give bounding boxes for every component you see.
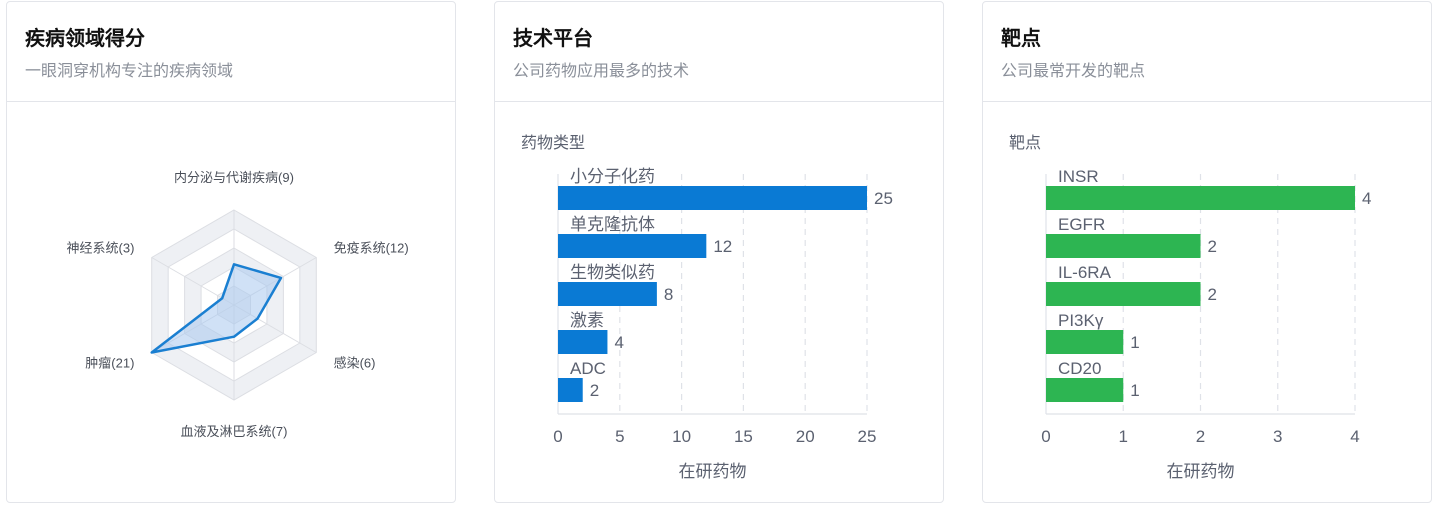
chart-category-label: CD20 [1058,359,1101,378]
radar-axis-line [151,257,235,306]
chart-x-axis-title: 在研药物 [1167,462,1235,481]
chart-data-label: 4 [614,333,623,352]
chart-x-tick-label: 0 [553,427,562,446]
card-subtitle: 公司药物应用最多的技术 [513,63,690,80]
radar-chart-area: 内分泌与代谢疾病(9) 免疫系统(12) 感染(6) 血液及淋巴系统(7) 肿瘤(21)… [7,102,455,502]
chart-x-tick-label: 2 [1196,427,1205,446]
chart-x-tick-label: 1 [1119,427,1128,446]
chart-data-label: 1 [1130,333,1139,352]
chart-category-label: INSR [1058,167,1099,186]
chart-bar [558,378,583,402]
card-header: 靶点 公司最常开发的靶点 [983,2,1431,102]
chart-category-label: PI3Kγ [1058,311,1104,330]
target-card: 靶点 公司最常开发的靶点 靶点 0 1 2 3 4 INSR 4 EGFR 2 IL-6RA 2 PI3… [982,1,1432,503]
chart-x-tick-label: 0 [1041,427,1050,446]
chart-x-tick-label: 4 [1350,427,1359,446]
card-header: 疾病领域得分 一眼洞穿机构专注的疾病领域 [7,2,455,102]
radar-chart: 内分泌与代谢疾病(9) 免疫系统(12) 感染(6) 血液及淋巴系统(7) 肿瘤(21)… [67,170,409,439]
target-chart-area: 靶点 0 1 2 3 4 INSR 4 EGFR 2 IL-6RA 2 PI3Kγ 1 CD20 1 在研药物 [983,102,1431,502]
chart-bar [1046,378,1124,402]
chart-x-axis-title: 在研药物 [679,462,747,481]
chart-category-label: 单克隆抗体 [570,215,655,234]
chart-bar [1046,282,1201,306]
radar-axis-label: 感染(6) [334,356,376,371]
chart-data-label: 2 [590,381,599,400]
radar-axis-label: 神经系统(3) [67,241,135,256]
chart-x-tick-label: 5 [615,427,624,446]
card-header: 技术平台 公司药物应用最多的技术 [495,2,943,102]
chart-bar [1046,330,1124,354]
radar-axis-label: 内分泌与代谢疾病(9) [174,170,294,185]
tech-platform-card: 技术平台 公司药物应用最多的技术 药物类型 0 5 10 15 20 25 小分子化药 25 单克… [494,1,944,503]
chart-category-label: 激素 [570,311,604,330]
card-title: 技术平台 [513,28,593,50]
drug-type-bar-chart: 药物类型 0 5 10 15 20 25 小分子化药 25 单克隆抗体 12 生物类似药 8 激素 4 ADC… [521,134,893,481]
card-title: 疾病领域得分 [25,28,145,50]
chart-bar [558,330,608,354]
radar-data-series [150,263,283,354]
chart-category-axis-title: 靶点 [1009,134,1041,152]
chart-x-tick-label: 3 [1273,427,1282,446]
chart-category-label: EGFR [1058,215,1105,234]
target-bar-chart: 靶点 0 1 2 3 4 INSR 4 EGFR 2 IL-6RA 2 PI3Kγ 1 CD20 1 在研药物 [1009,134,1371,481]
radar-axis-label: 肿瘤(21) [85,356,134,371]
chart-data-label: 8 [664,285,673,304]
chart-x-tick-label: 20 [796,427,815,446]
chart-data-label: 2 [1208,285,1217,304]
chart-bar [558,282,657,306]
chart-data-label: 12 [713,237,732,256]
chart-category-axis-title: 药物类型 [521,134,585,152]
chart-x-tick-label: 25 [858,427,877,446]
chart-data-label: 4 [1362,189,1371,208]
chart-bar [558,186,867,210]
card-subtitle: 公司最常开发的靶点 [1001,63,1146,80]
radar-axis-label: 免疫系统(12) [334,241,409,256]
chart-x-tick-label: 10 [672,427,691,446]
drug-type-chart-area: 药物类型 0 5 10 15 20 25 小分子化药 25 单克隆抗体 12 生物类似药 8 激素 4 ADC… [495,102,943,502]
chart-x-tick-label: 15 [734,427,753,446]
disease-area-card: 疾病领域得分 一眼洞穿机构专注的疾病领域 内分泌与代谢疾病(9) 免疫系统(12)… [6,1,456,503]
chart-bar [558,234,707,258]
card-subtitle: 一眼洞穿机构专注的疾病领域 [25,63,234,80]
chart-data-label: 1 [1130,381,1139,400]
card-title: 靶点 [1001,28,1041,50]
chart-category-label: IL-6RA [1058,263,1112,282]
chart-data-label: 25 [874,189,893,208]
radar-axis-label: 血液及淋巴系统(7) [181,424,288,439]
chart-category-label: 生物类似药 [570,263,655,282]
chart-bar [1046,234,1201,258]
chart-category-label: ADC [570,359,606,378]
chart-data-label: 2 [1208,237,1217,256]
chart-category-label: 小分子化药 [570,167,655,186]
chart-bar [1046,186,1355,210]
